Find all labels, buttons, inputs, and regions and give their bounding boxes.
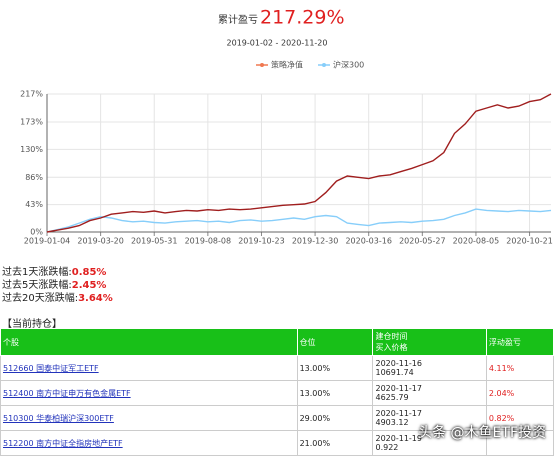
legend-dot: [322, 63, 326, 67]
y-tick-label: 86%: [25, 173, 43, 182]
weight: 13.00%: [299, 388, 331, 398]
weight: 13.00%: [299, 363, 331, 373]
cell: 29.00%: [296, 405, 374, 431]
buy-price: 4903.12: [375, 418, 409, 427]
cell: 512400 南方中证申万有色金属ETF: [0, 380, 298, 406]
buy-date: 2020-11-17: [375, 384, 422, 393]
x-tick-label: 2019-03-20: [77, 237, 124, 246]
y-tick-label: 217%: [20, 90, 43, 99]
holding-row: 512660 国泰中证军工ETF 13.00% 2020-11-16 10691.74…: [0, 355, 554, 381]
x-tick-label: 2019-12-30: [292, 237, 339, 246]
header-text: 买入价格: [375, 343, 408, 352]
legend-dot: [260, 63, 264, 67]
fund-link[interactable]: 510300 华泰柏瑞沪深300ETF: [3, 413, 114, 423]
cell: 2020-11-16 10691.74: [372, 355, 487, 381]
pnl: 0.82%: [488, 413, 515, 423]
stat-text: 过去20天涨跌幅:: [2, 293, 79, 304]
stat-line: 过去1天涨跌幅:0.85%: [2, 266, 113, 279]
buy-price: 0.922: [375, 443, 399, 452]
fund-link[interactable]: 512200 南方中证全指房地产ETF: [3, 438, 123, 448]
stat-text: 过去1天涨跌幅:: [2, 267, 72, 278]
x-tick-label: 2020-05-27: [399, 237, 446, 246]
cell: 13.00%: [296, 380, 374, 406]
holding-row: 512400 南方中证申万有色金属ETF 13.00% 2020-11-17 4625…: [0, 380, 554, 406]
pnl: 4.11%: [488, 363, 515, 373]
x-tick-label: 2020-03-16: [345, 237, 392, 246]
chart: 累计盈亏 217.29% 2019-01-02 - 2020-11-20 策略净…: [20, 7, 553, 246]
cell: 0.82%: [485, 405, 554, 431]
cell: 2.04%: [485, 380, 554, 406]
cell: 512200 南方中证全指房地产ETF: [0, 430, 298, 456]
cell: 510300 华泰柏瑞沪深300ETF: [0, 405, 298, 431]
header-text: 个股: [3, 337, 19, 347]
holding-row: 510300 华泰柏瑞沪深300ETF 29.00% 2020-11-17 4903.…: [0, 405, 554, 431]
cell: 2020-11-17 4625.79: [372, 380, 487, 406]
subtitle: 2019-01-02 - 2020-11-20: [227, 39, 328, 48]
cell: 13.00%: [296, 355, 374, 381]
x-tick-label: 2019-08-08: [185, 237, 232, 246]
fund-link[interactable]: 512400 南方中证申万有色金属ETF: [3, 388, 131, 398]
stat-text: 过去5天涨跌幅:: [2, 280, 72, 291]
chart-title: 217.29%: [260, 7, 345, 29]
y-tick-label: 130%: [20, 145, 43, 154]
stat-text: 0.85%: [71, 267, 107, 278]
series-line: [46, 93, 552, 233]
cell: 4.11%: [485, 355, 554, 381]
header-cell: 浮动盈亏: [485, 328, 554, 356]
stat-text: 3.64%: [78, 293, 113, 304]
buy-price: 10691.74: [375, 368, 414, 377]
cell: 2020-11-17 4903.12: [372, 405, 487, 431]
header-row: 个股 仓位 建仓时间 买入价格 浮动盈亏: [0, 328, 554, 356]
fund-link[interactable]: 512660 国泰中证军工ETF: [3, 363, 99, 373]
x-tick-label: 2019-05-31: [131, 237, 178, 246]
buy-date: 2020-11-17: [375, 409, 422, 418]
header-text: 建仓时间: [375, 332, 408, 341]
cell: 512660 国泰中证军工ETF: [0, 355, 298, 381]
buy-date: 2020-11-16: [375, 359, 422, 368]
x-tick-label: 2019-01-04: [24, 237, 71, 246]
header-cell: 建仓时间 买入价格: [372, 328, 487, 356]
holdings-title: 【当前持仓】: [2, 319, 62, 330]
x-tick-label: 2020-08-05: [453, 237, 500, 246]
weight: 29.00%: [299, 413, 331, 423]
header-text: 仓位: [299, 337, 316, 347]
legend-label: 沪深300: [333, 60, 364, 70]
buy-price: 4625.79: [375, 393, 409, 402]
watermark: 头条 @木鱼ETF投资: [418, 425, 546, 441]
y-tick-label: 0%: [30, 228, 43, 237]
stat-line: 过去20天涨跌幅:3.64%: [2, 292, 113, 305]
stat-line: 过去5天涨跌幅:2.45%: [2, 279, 113, 292]
header-text: 浮动盈亏: [488, 337, 521, 347]
x-tick-label: 2019-10-23: [238, 237, 285, 246]
pnl: 2.04%: [488, 388, 515, 398]
stats: 过去1天涨跌幅:0.85% 过去5天涨跌幅:2.45% 过去20天涨跌幅:3.64%: [2, 266, 113, 305]
header-cell: 个股: [0, 328, 298, 356]
title-label: 累计盈亏: [218, 13, 258, 26]
buy-date: 2020-11-19: [375, 434, 422, 443]
y-tick-label: 173%: [20, 117, 43, 126]
cell: 21.00%: [296, 430, 374, 456]
header-cell: 仓位: [296, 328, 374, 356]
x-tick-label: 2020-10-21: [506, 237, 553, 246]
y-tick-label: 43%: [25, 200, 43, 209]
legend-label: 策略净值: [271, 60, 303, 70]
series-line: [46, 208, 552, 233]
stat-text: 2.45%: [71, 280, 107, 291]
weight: 21.00%: [299, 438, 331, 448]
